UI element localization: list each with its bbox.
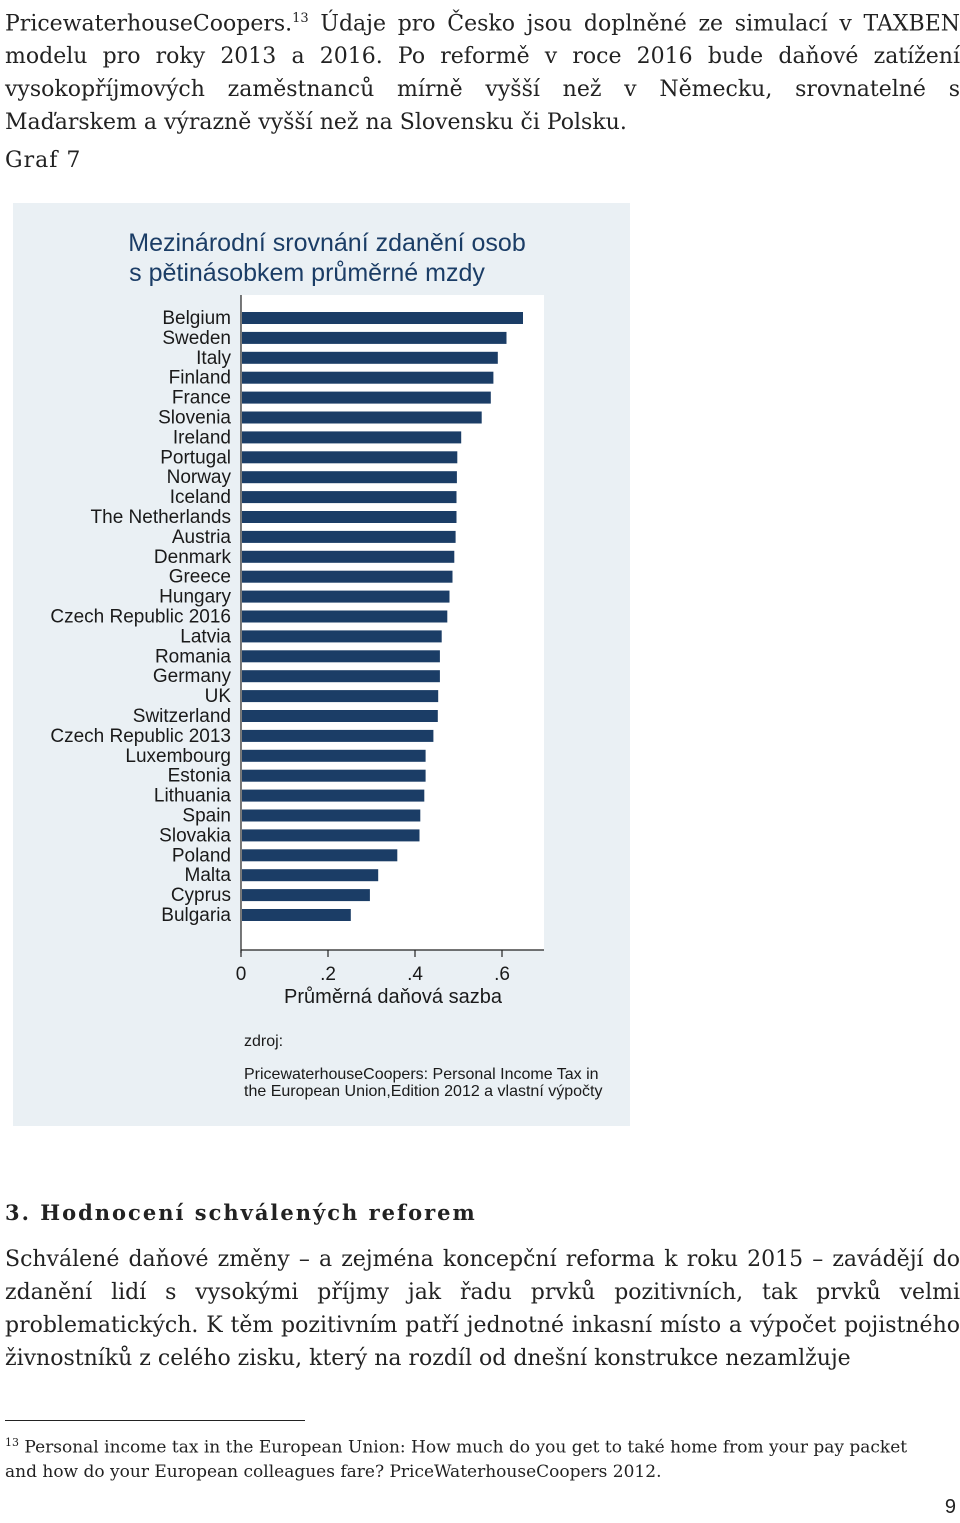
source-line-1: PricewaterhouseCoopers: Personal Income … [244, 1066, 599, 1083]
bar-germany [242, 670, 440, 683]
bar-latvia [242, 630, 442, 643]
category-label: Luxembourg [125, 746, 231, 767]
category-label: The Netherlands [91, 507, 231, 528]
category-label: UK [205, 686, 232, 707]
bar-malta [242, 869, 379, 882]
bar-bulgaria [242, 909, 351, 921]
category-label: Finland [169, 368, 231, 389]
bar-spain [242, 809, 421, 822]
category-label: Belgium [162, 308, 231, 329]
bar-belgium [242, 312, 523, 324]
bar-austria [242, 530, 456, 543]
figure-label: Graf 7 [5, 148, 82, 173]
footnote: 13 Personal income tax in the European U… [5, 1431, 935, 1484]
bar-switzerland [242, 710, 438, 722]
bar-cyprus [242, 889, 370, 902]
bar-luxembourg [242, 749, 426, 762]
category-label: Czech Republic 2016 [50, 607, 231, 628]
category-label: Estonia [168, 766, 232, 787]
chart-title-line-1: Mezinárodní srovnání zdanění osob [128, 229, 525, 257]
bar-romania [242, 650, 440, 663]
category-label: Latvia [180, 626, 231, 647]
category-label: Cyprus [171, 885, 231, 906]
x-tick-label: .6 [494, 964, 510, 985]
footnote-ref[interactable]: 13 [292, 11, 309, 26]
category-label: Switzerland [133, 706, 231, 727]
category-label: Slovakia [159, 825, 231, 846]
x-ticks-group: 0 .2 .4 .6 [236, 950, 510, 985]
category-label: Ireland [173, 427, 231, 448]
source-label: zdroj: [244, 1033, 283, 1050]
x-tick-label: 0 [236, 964, 247, 985]
bar-lithuania [242, 789, 425, 802]
category-label: Romania [155, 646, 231, 667]
bar-denmark [242, 550, 455, 563]
category-label: Malta [185, 865, 232, 886]
category-label: Poland [172, 845, 231, 866]
chart-title-line-2: s pětinásobkem průměrné mzdy [129, 259, 485, 287]
footnote-text: Personal income tax in the European Unio… [5, 1437, 908, 1482]
bar-finland [242, 371, 494, 384]
x-tick-label: .4 [407, 964, 423, 985]
footnote-divider [5, 1420, 305, 1421]
bar-portugal [242, 451, 458, 464]
bar-greece [242, 570, 453, 583]
category-label: Norway [167, 467, 232, 488]
category-label: France [172, 388, 231, 409]
bar-uk [242, 690, 439, 703]
bar-czech-republic-2016 [242, 610, 448, 623]
category-label: Hungary [159, 587, 231, 608]
bar-slovakia [242, 829, 420, 842]
category-label: Slovenia [158, 408, 231, 429]
bar-estonia [242, 769, 426, 782]
category-label: Austria [172, 527, 232, 548]
bars-group [242, 312, 523, 921]
chart-panel: Mezinárodní srovnání zdanění osob s pěti… [13, 203, 630, 1126]
bar-ireland [242, 431, 462, 444]
category-label: Bulgaria [161, 905, 231, 926]
category-label: Italy [196, 348, 231, 369]
source-line-2: the European Union,Edition 2012 a vlastn… [244, 1083, 602, 1100]
intro-lead: PricewaterhouseCoopers. [5, 11, 293, 37]
section-heading: 3. Hodnocení schválených reforem [5, 1200, 477, 1225]
section-paragraph: Schválené daňové změny – a zejména konce… [5, 1247, 960, 1371]
footnote-number: 13 [5, 1436, 19, 1449]
bar-the-netherlands [242, 511, 457, 523]
category-label: Sweden [162, 328, 231, 349]
bar-poland [242, 849, 398, 862]
bar-iceland [242, 491, 457, 504]
category-label: Greece [169, 567, 231, 588]
category-label: Portugal [160, 447, 231, 468]
bar-italy [242, 351, 498, 364]
bar-france [242, 391, 491, 404]
category-label: Iceland [170, 487, 231, 508]
bar-czech-republic-2013 [242, 729, 434, 742]
category-label: Spain [182, 806, 231, 827]
intro-text: Údaje pro Česko jsou doplněné ze simulac… [5, 11, 960, 136]
bar-sweden [242, 331, 507, 344]
bar-norway [242, 471, 457, 484]
page-number: 9 [944, 1496, 956, 1518]
x-axis-label: Průměrná daňová sazba [284, 986, 503, 1008]
category-label: Lithuania [154, 786, 232, 807]
bar-hungary [242, 590, 450, 603]
bar-chart: Mezinárodní srovnání zdanění osob s pěti… [50, 229, 602, 1100]
x-tick-label: .2 [320, 964, 336, 985]
category-label: Germany [153, 666, 232, 687]
bar-slovenia [242, 411, 482, 424]
intro-paragraph: PricewaterhouseCoopers.13 Údaje pro Česk… [5, 2, 960, 139]
category-label: Denmark [154, 547, 232, 568]
category-labels-group: BelgiumSwedenItalyFinlandFranceSloveniaI… [50, 308, 231, 926]
category-label: Czech Republic 2013 [50, 726, 231, 747]
